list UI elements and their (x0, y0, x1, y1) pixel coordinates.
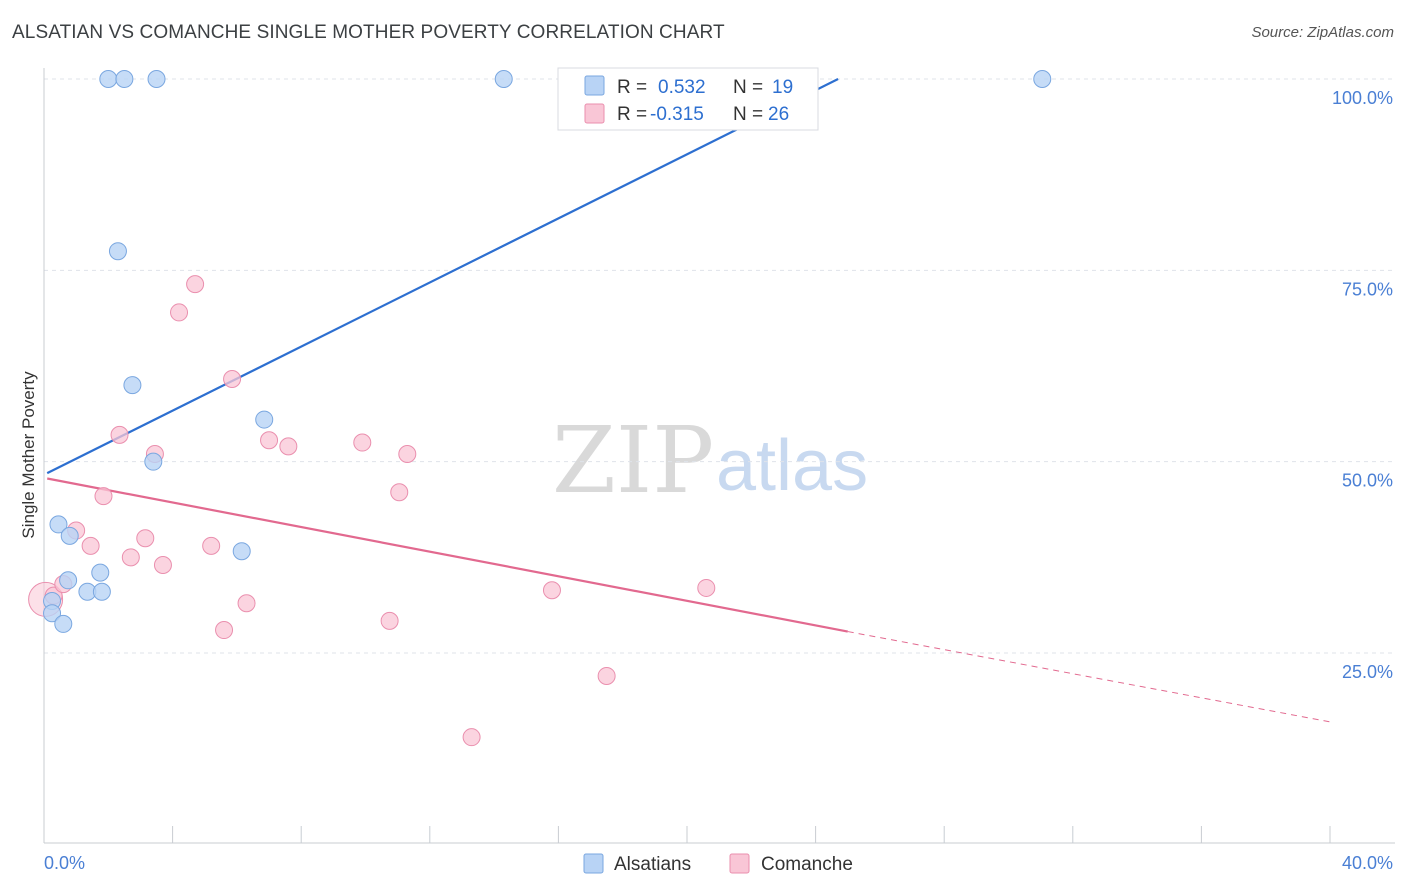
legend-comanche-swatch (729, 853, 750, 874)
watermark-zip: ZIP (552, 407, 714, 514)
comanche-point-16 (237, 594, 256, 613)
comanche-point-10 (153, 555, 172, 574)
comanche-point-25 (597, 666, 616, 685)
comanche-point-17 (260, 431, 279, 450)
scatter-points (28, 70, 1052, 747)
alsatians-point-13 (144, 452, 163, 471)
comanche-n-value: 26 (768, 104, 789, 125)
comanche-point-24 (542, 581, 561, 600)
comanche-point-21 (390, 483, 409, 502)
alsatians-r-value: 0.532 (658, 77, 706, 98)
alsatians-point-11 (115, 70, 134, 88)
source-label: Source: ZipAtlas.com (1251, 24, 1394, 41)
alsatians-point-5 (60, 526, 79, 545)
y-tick-labels: 25.0% 50.0% 75.0% 100.0% (1332, 88, 1393, 682)
x-tick-label-max: 40.0% (1342, 853, 1393, 873)
alsatians-point-15 (232, 542, 251, 561)
comanche-point-5 (94, 487, 113, 506)
y-tick-label-100: 100.0% (1332, 88, 1393, 108)
alsatians-trend-line (46, 78, 839, 475)
alsatians-point-16 (255, 410, 274, 429)
comanche-point-18 (279, 437, 298, 456)
alsatians-point-12 (123, 376, 142, 395)
alsatians-point-9 (99, 70, 118, 88)
x-tick-label-min: 0.0% (44, 853, 85, 873)
series-legend: Alsatians Comanche (583, 853, 853, 875)
comanche-point-15 (223, 370, 242, 389)
legend-comanche-label: Comanche (761, 854, 853, 875)
comanche-point-7 (121, 548, 140, 567)
comanche-point-11 (170, 303, 189, 322)
comanche-trend-line (47, 477, 848, 633)
legend-alsatians-swatch (583, 853, 604, 874)
alsatians-point-3 (54, 614, 73, 633)
y-tick-label-50: 50.0% (1342, 471, 1393, 491)
stats-legend: R = 0.532 N = 19 R = -0.315 N = 26 (557, 67, 819, 131)
comanche-point-20 (380, 611, 399, 630)
grid-lines (44, 78, 1395, 654)
comanche-point-14 (215, 621, 234, 640)
alsatians-point-2 (49, 515, 68, 534)
comanche-r-label: R = (617, 104, 647, 125)
comanche-point-13 (202, 536, 221, 555)
alsatians-swatch (584, 75, 605, 96)
x-tick-labels: 0.0% 40.0% (44, 853, 1393, 873)
alsatians-point-7 (91, 563, 110, 582)
comanche-point-22 (398, 445, 417, 464)
comanche-swatch (584, 103, 605, 124)
legend-alsatians-label: Alsatians (614, 854, 691, 875)
comanche-trend-extension (847, 631, 1331, 723)
comanche-point-6 (110, 425, 129, 444)
y-tick-label-25: 25.0% (1342, 662, 1393, 682)
alsatians-point-14 (147, 70, 166, 88)
trend-lines (46, 78, 1331, 723)
chart-title: ALSATIAN VS COMANCHE SINGLE MOTHER POVER… (12, 22, 725, 43)
comanche-point-26 (697, 578, 716, 597)
y-tick-label-75: 75.0% (1342, 279, 1393, 299)
alsatians-point-17 (494, 70, 513, 88)
alsatians-point-1 (43, 604, 62, 623)
comanche-point-4 (81, 536, 100, 555)
comanche-n-label: N = (733, 104, 763, 125)
watermark-atlas: atlas (716, 426, 868, 506)
axes (43, 68, 1395, 844)
comanche-r-value: -0.315 (650, 104, 704, 125)
alsatians-point-4 (59, 571, 78, 590)
alsatians-n-label: N = (733, 77, 763, 98)
comanche-point-19 (353, 433, 372, 452)
alsatians-point-8 (92, 582, 111, 601)
alsatians-r-label: R = (617, 77, 647, 98)
comanche-point-8 (136, 529, 155, 548)
alsatians-n-value: 19 (772, 77, 793, 98)
alsatians-point-18 (1033, 70, 1052, 88)
alsatians-point-10 (108, 242, 127, 261)
y-axis-label: Single Mother Poverty (19, 371, 38, 539)
comanche-point-12 (186, 275, 205, 294)
comanche-point-23 (462, 728, 481, 747)
